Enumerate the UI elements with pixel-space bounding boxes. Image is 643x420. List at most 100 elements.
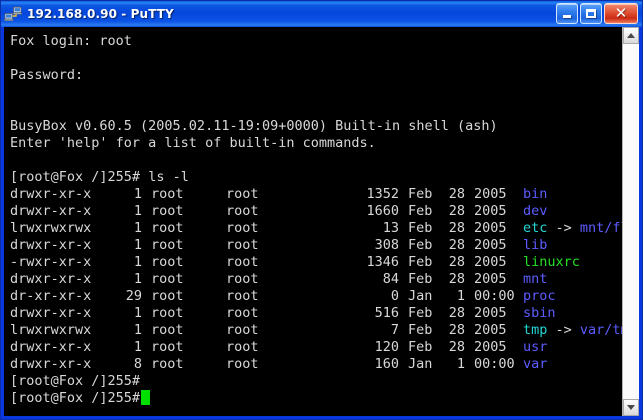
listing-cell-perm: drwxr-xr-x — [10, 271, 92, 287]
listing-cell-day: 28 — [448, 186, 465, 202]
listing-cell-day: 28 — [448, 237, 465, 253]
listing-cell-perm: drwxr-xr-x — [10, 203, 92, 219]
listing-cell-group: root — [226, 305, 259, 321]
listing-cell-owner: root — [151, 237, 184, 253]
file-name: dev — [523, 203, 548, 219]
listing-cell-year: 2005 — [474, 254, 507, 270]
listing-cell-owner: root — [151, 322, 184, 338]
listing-cell-owner: root — [151, 356, 184, 372]
listing-cell-year: 2005 — [474, 339, 507, 355]
symlink-target: var/tmp — [579, 322, 622, 338]
listing-row: drwxr-xr-x 1 root root 1660 Feb 28 2005 dev — [10, 203, 622, 220]
directory-listing: drwxr-xr-x 1 root root 1352 Feb 28 2005 bin drwxr… — [10, 186, 622, 373]
listing-cell-year: 2005 — [474, 271, 507, 287]
listing-cell-owner: root — [151, 271, 184, 287]
listing-cell-size: 160 — [374, 356, 399, 372]
close-button[interactable]: ✕ — [604, 3, 638, 24]
listing-cell-links: 8 — [133, 356, 142, 372]
listing-cell-day: 28 — [448, 203, 465, 219]
scroll-up-button[interactable] — [623, 27, 639, 44]
file-name: bin — [523, 186, 548, 202]
listing-cell-day: 28 — [448, 220, 465, 236]
listing-cell-name: var — [523, 356, 547, 373]
text-cursor — [141, 390, 151, 405]
listing-cell-year: 2005 — [474, 220, 507, 236]
listing-row: drwxr-xr-x 1 root root 120 Feb 28 2005 usr — [10, 339, 622, 356]
shell-command: ls -l — [148, 169, 189, 185]
terminal-scrollbar[interactable] — [622, 27, 639, 416]
window-title: 192.168.0.90 - PuTTY — [27, 7, 174, 21]
listing-cell-perm: -rwxr-xr-x — [10, 254, 92, 270]
listing-cell-links: 29 — [125, 288, 142, 304]
listing-cell-owner: root — [151, 254, 184, 270]
listing-cell-group: root — [226, 254, 259, 270]
listing-cell-year: 2005 — [474, 203, 507, 219]
file-name: linuxrc — [523, 254, 580, 270]
listing-cell-month: Feb — [408, 339, 433, 355]
listing-cell-month: Feb — [408, 271, 433, 287]
file-name: lib — [523, 237, 548, 253]
listing-cell-group: root — [226, 186, 259, 202]
listing-cell-year: 2005 — [474, 322, 507, 338]
scroll-down-button[interactable] — [623, 399, 639, 416]
chevron-down-icon — [627, 405, 635, 410]
listing-cell-year: 00:00 — [474, 288, 515, 304]
terminal-line-banner-1: BusyBox v0.60.5 (2005.02.11-19:09+0000) … — [10, 118, 498, 134]
listing-cell-year: 2005 — [474, 305, 507, 321]
listing-cell-perm: lrwxrwxrwx — [10, 220, 92, 236]
listing-cell-size: 13 — [382, 220, 399, 236]
listing-cell-month: Jan — [408, 356, 433, 372]
listing-row: lrwxrwxrwx 1 root root 7 Feb 28 2005 tmp -> var/… — [10, 322, 622, 339]
listing-cell-links: 1 — [133, 305, 142, 321]
listing-cell-year: 00:00 — [474, 356, 515, 372]
listing-cell-owner: root — [151, 339, 184, 355]
caption-buttons: ✕ — [556, 3, 638, 24]
listing-row: -rwxr-xr-x 1 root root 1346 Feb 28 2005 linuxrc — [10, 254, 622, 271]
putty-network-icon[interactable] — [4, 5, 22, 23]
listing-cell-links: 1 — [133, 322, 142, 338]
terminal-line-login: Fox login: root — [10, 33, 132, 49]
listing-cell-year: 2005 — [474, 237, 507, 253]
symlink-arrow: -> — [547, 322, 580, 338]
listing-cell-size: 84 — [382, 271, 399, 287]
listing-cell-name: usr — [523, 339, 547, 356]
maximize-button[interactable] — [580, 3, 602, 24]
close-icon: ✕ — [614, 4, 628, 22]
minimize-button[interactable] — [556, 3, 578, 24]
listing-cell-owner: root — [151, 288, 184, 304]
listing-cell-month: Jan — [408, 288, 433, 304]
scrollbar-track[interactable] — [623, 44, 639, 399]
listing-cell-perm: drwxr-xr-x — [10, 186, 92, 202]
terminal-command-line: [root@Fox /]255# ls -l — [10, 169, 622, 186]
terminal-line-blank — [10, 84, 622, 101]
title-bar[interactable]: 192.168.0.90 - PuTTY ✕ — [1, 1, 642, 27]
listing-cell-group: root — [226, 203, 259, 219]
terminal-prompt-line-mid: [root@Fox /]255# — [10, 373, 141, 389]
listing-cell-month: Feb — [408, 322, 433, 338]
listing-row: dr-xr-xr-x 29 root root 0 Jan 1 00:00 proc — [10, 288, 622, 305]
listing-cell-group: root — [226, 220, 259, 236]
listing-cell-perm: lrwxrwxrwx — [10, 322, 92, 338]
listing-cell-size: 1346 — [366, 254, 399, 270]
chevron-up-icon — [627, 33, 635, 38]
listing-cell-name: mnt — [523, 271, 547, 288]
terminal-screen[interactable]: Fox login: root Password: BusyBox v0.60.… — [4, 27, 622, 416]
listing-row: drwxr-xr-x 8 root root 160 Jan 1 00:00 var — [10, 356, 622, 373]
terminal-line-blank — [10, 50, 622, 67]
listing-cell-name: bin — [523, 186, 547, 203]
listing-cell-size: 1660 — [366, 203, 399, 219]
listing-cell-day: 1 — [456, 288, 465, 304]
file-name: etc — [523, 220, 548, 236]
listing-cell-links: 1 — [133, 203, 142, 219]
listing-cell-links: 1 — [133, 186, 142, 202]
listing-cell-name: tmp -> var/tmp — [523, 322, 622, 339]
listing-row: lrwxrwxrwx 1 root root 13 Feb 28 2005 etc -> mnt… — [10, 220, 622, 237]
file-name: mnt — [523, 271, 548, 287]
listing-cell-size: 1352 — [366, 186, 399, 202]
listing-cell-links: 1 — [133, 254, 142, 270]
listing-cell-links: 1 — [133, 237, 142, 253]
listing-cell-group: root — [226, 322, 259, 338]
listing-cell-name: proc — [523, 288, 556, 305]
listing-cell-name: lib — [523, 237, 547, 254]
file-name: tmp — [523, 322, 548, 338]
